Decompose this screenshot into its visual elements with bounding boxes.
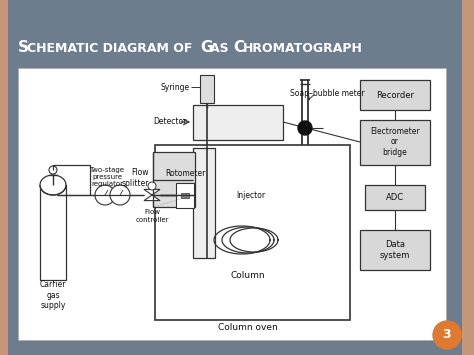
Text: S: S <box>18 40 29 55</box>
Text: HROMATOGRAPH: HROMATOGRAPH <box>243 42 363 55</box>
Text: ADC: ADC <box>386 192 404 202</box>
Bar <box>18 68 446 340</box>
Bar <box>40 185 66 280</box>
Bar <box>200 75 214 103</box>
Bar <box>153 152 195 207</box>
Text: Data
system: Data system <box>380 240 410 260</box>
Bar <box>193 105 283 140</box>
Bar <box>462 0 474 355</box>
Bar <box>0 0 8 355</box>
Text: Flow
controller: Flow controller <box>135 209 169 223</box>
Text: CHEMATIC DIAGRAM OF: CHEMATIC DIAGRAM OF <box>27 42 197 55</box>
Circle shape <box>148 182 156 190</box>
Bar <box>360 80 430 110</box>
Bar <box>155 145 350 320</box>
Bar <box>365 185 425 210</box>
Text: Flow
splitter: Flow splitter <box>121 168 149 188</box>
Text: Soap–bubble meter: Soap–bubble meter <box>290 88 365 98</box>
Bar <box>360 120 430 165</box>
Bar <box>360 230 430 270</box>
Circle shape <box>298 121 312 135</box>
Text: Rotometer: Rotometer <box>165 169 205 178</box>
Text: Column oven: Column oven <box>218 323 278 333</box>
Text: 3: 3 <box>443 328 451 342</box>
Circle shape <box>433 321 461 349</box>
Text: Syringe: Syringe <box>161 82 190 92</box>
Text: Two-stage
pressure
regulator: Two-stage pressure regulator <box>90 167 125 187</box>
Text: G: G <box>200 40 212 55</box>
Ellipse shape <box>40 175 66 195</box>
Text: Electrometer
or
bridge: Electrometer or bridge <box>370 127 420 157</box>
Text: Detector: Detector <box>154 118 187 126</box>
Text: Column: Column <box>231 271 265 279</box>
Polygon shape <box>144 190 160 201</box>
Text: C: C <box>233 40 244 55</box>
Text: Carrier
gas
supply: Carrier gas supply <box>40 280 66 310</box>
Circle shape <box>49 166 57 174</box>
Circle shape <box>95 185 115 205</box>
Bar <box>193 148 215 258</box>
Text: Recorder: Recorder <box>376 91 414 99</box>
Text: AS: AS <box>210 42 233 55</box>
Bar <box>8 0 462 65</box>
Bar <box>176 183 194 208</box>
Text: Injector: Injector <box>236 191 265 200</box>
Circle shape <box>110 185 130 205</box>
Bar <box>181 193 189 198</box>
